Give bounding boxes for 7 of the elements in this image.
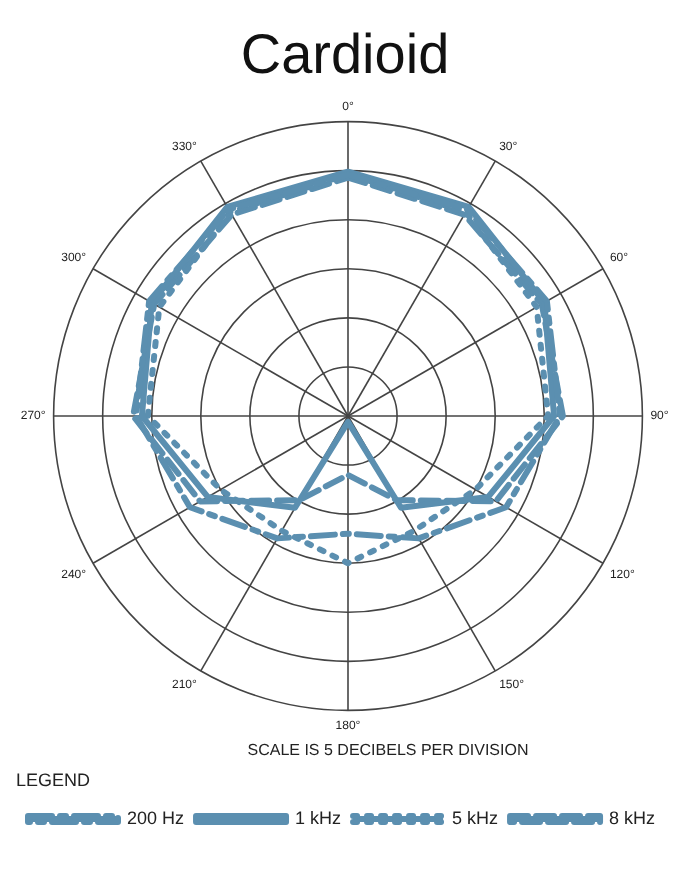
- legend-label: 8 kHz: [609, 807, 657, 828]
- chart-title: Cardioid: [240, 23, 450, 86]
- legend-label: 5 kHz: [452, 807, 500, 828]
- legend-label: 200 Hz: [127, 807, 186, 828]
- legend-title: LEGEND: [16, 770, 92, 791]
- text: SCALE IS 5 DECIBELS PER DIVISION: [247, 740, 529, 759]
- legend-label: 1 kHz: [295, 807, 343, 828]
